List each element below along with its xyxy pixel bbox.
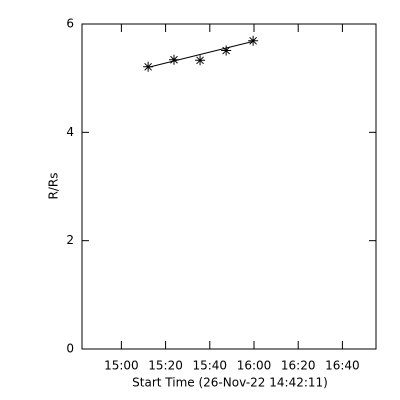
x-tick-label: 16:40 <box>325 359 360 373</box>
x-tick-label: 15:20 <box>148 359 183 373</box>
y-tick-label: 4 <box>66 125 74 139</box>
y-tick-label: 2 <box>66 233 74 247</box>
data-point <box>168 54 179 65</box>
y-axis-label: R/Rs <box>47 173 61 200</box>
data-point <box>143 61 154 72</box>
x-tick-label: 15:40 <box>192 359 227 373</box>
y-tick-label: 6 <box>66 17 74 31</box>
plot-frame <box>81 23 377 350</box>
x-tick-label: 15:00 <box>104 359 139 373</box>
x-tick-label: 16:20 <box>281 359 316 373</box>
fit-line <box>148 40 254 68</box>
data-point <box>221 45 232 56</box>
data-point <box>248 35 259 46</box>
y-tick-label: 0 <box>66 342 74 356</box>
x-tick-label: 16:00 <box>237 359 272 373</box>
data-point <box>195 55 206 66</box>
x-axis-label: Start Time (26-Nov-22 14:42:11) <box>132 376 328 390</box>
